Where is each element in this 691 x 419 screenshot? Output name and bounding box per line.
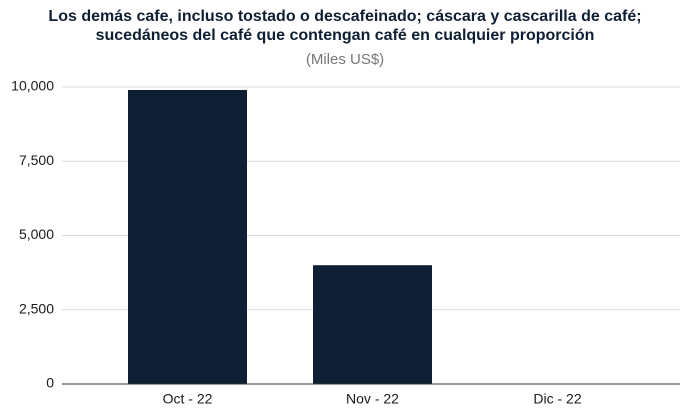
y-tick-label: 5,000 bbox=[19, 226, 54, 242]
bar bbox=[313, 265, 432, 384]
y-tick-label: 10,000 bbox=[11, 78, 54, 94]
y-tick-label: 7,500 bbox=[19, 152, 54, 168]
x-tick-label: Oct - 22 bbox=[163, 391, 213, 407]
y-tick-label: 0 bbox=[46, 375, 54, 391]
x-tick-label: Nov - 22 bbox=[346, 391, 399, 407]
x-tick-label: Dic - 22 bbox=[533, 391, 581, 407]
bar bbox=[128, 89, 247, 384]
chart-title: Los demás cafe, incluso tostado o descaf… bbox=[48, 8, 641, 25]
chart-subtitle: (Miles US$) bbox=[306, 51, 384, 68]
y-tick-label: 2,500 bbox=[19, 300, 54, 316]
chart-title: sucedáneos del café que contengan café e… bbox=[96, 27, 595, 44]
